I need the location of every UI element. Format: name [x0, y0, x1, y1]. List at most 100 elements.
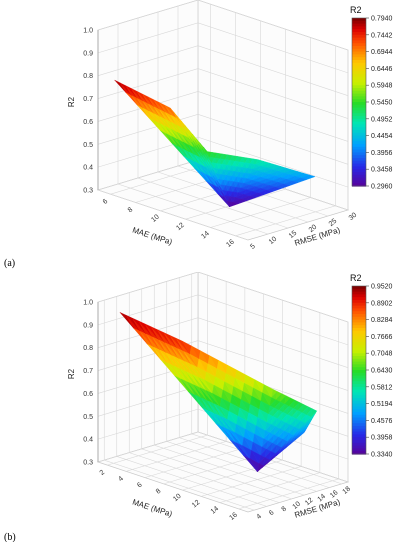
panel-label: (a)	[4, 258, 15, 269]
z-gridline	[97, 340, 349, 391]
colorbar-band	[352, 428, 366, 433]
surface-facet	[229, 201, 239, 208]
y-gridline	[116, 296, 267, 507]
colorbar-band	[352, 423, 366, 427]
z-tick-label: 0.9	[83, 50, 93, 57]
y-gridline	[191, 273, 342, 485]
panel-label: (b)	[4, 532, 16, 542]
colorbar-band	[352, 440, 366, 444]
x-tick-label: 2	[99, 469, 107, 477]
z-gridline	[97, 0, 349, 51]
colorbar: R2 0.9520 0.8902 0.8284 0.7666 0.7048 0.6430 0.…	[350, 273, 393, 459]
colorbar-band	[352, 291, 366, 295]
colorbar-band	[352, 160, 366, 165]
colorbar-band	[352, 146, 366, 151]
y-gridline	[128, 292, 280, 503]
colorbar-band	[352, 451, 366, 455]
chart-panel-a: 0.3 0.4 0.5 0.6 0.7 0.8 0.9 1.0 6 8 10 12 14 16 5 10 15 2…	[0, 0, 402, 270]
colorbar-band	[352, 420, 366, 424]
colorbar-band	[352, 37, 366, 41]
z-tick-label: 0.8	[83, 345, 93, 352]
colorbar-tick-label: 0.3340	[371, 452, 393, 459]
x-tick-label: 16	[225, 238, 236, 248]
colorbar-tick-label: 0.5194	[371, 401, 393, 408]
surface-facet	[280, 445, 287, 453]
z-tick-label: 0.7	[83, 368, 93, 375]
colorbar-band	[352, 381, 366, 385]
colorbar-band	[352, 57, 366, 61]
colorbar-band	[352, 43, 366, 47]
colorbar-band	[352, 149, 366, 153]
colorbar-band	[352, 350, 366, 354]
z-gridline	[97, 431, 349, 483]
y-gridline	[137, 18, 289, 229]
colorbar-band	[352, 414, 366, 419]
y-tick-label: 4	[256, 513, 264, 521]
colorbar-band	[352, 339, 366, 343]
z-tick-label: 0.3	[83, 188, 93, 195]
colorbar-band	[352, 297, 366, 301]
x-tick-label: 6	[102, 198, 110, 206]
z-tick-label: 0.4	[83, 165, 93, 172]
z-axis-title: R2	[67, 96, 76, 107]
y-gridline	[177, 6, 329, 217]
colorbar-band	[352, 29, 366, 33]
z-gridline	[97, 317, 349, 368]
colorbar-title: R2	[350, 273, 362, 283]
z-tick-label: 0.7	[83, 96, 93, 103]
z-gridline	[97, 272, 349, 323]
colorbar-band	[352, 322, 366, 326]
colorbar-band	[352, 336, 366, 340]
colorbar-band	[352, 82, 366, 86]
surface-facet	[271, 186, 282, 193]
x-gridline	[107, 275, 208, 466]
x-tick-label: 10	[172, 493, 183, 503]
z-tick-label: 1.0	[83, 28, 93, 35]
z-tick-label: 0.4	[83, 437, 93, 444]
colorbar-band	[352, 135, 366, 139]
colorbar-band	[352, 403, 366, 407]
z-gridline	[97, 294, 349, 346]
colorbar-tick-label: 0.3458	[371, 167, 393, 174]
z-tick-label: 0.6	[83, 391, 93, 398]
colorbar-band	[352, 124, 366, 128]
colorbar-title: R2	[350, 5, 362, 15]
colorbar-band	[352, 370, 366, 374]
x-gridline	[219, 312, 321, 503]
colorbar-band	[352, 347, 366, 351]
surface-chart-a: 0.3 0.4 0.5 0.6 0.7 0.8 0.9 1.0 6 8 10 12 14 16 5 10 15 2…	[4, 0, 393, 269]
y-tick-label: 15	[288, 230, 299, 240]
colorbar-band	[352, 107, 366, 111]
colorbar-band	[352, 426, 366, 430]
x-gridline	[238, 318, 339, 510]
colorbar-tick-label: 0.5812	[371, 384, 393, 391]
colorbar-band	[352, 113, 366, 117]
colorbar-tick-label: 0.3956	[371, 150, 393, 157]
x-axis-title: MAE (MPa)	[131, 225, 173, 246]
colorbar-band	[352, 412, 366, 416]
colorbar-band	[352, 448, 366, 452]
surface-facet	[237, 198, 248, 205]
surface-facet	[297, 177, 308, 184]
colorbar-band	[352, 163, 366, 167]
colorbar-tick-label: 0.2960	[371, 184, 393, 191]
x-tick-label: 16	[228, 511, 239, 521]
colorbar-band	[352, 378, 366, 382]
colorbar-tick-label: 0.8284	[371, 317, 393, 324]
colorbar-band	[352, 71, 366, 75]
colorbar-band	[352, 32, 366, 36]
colorbar-tick-label: 0.7442	[371, 32, 393, 39]
wall-1	[97, 0, 199, 191]
colorbar-band	[352, 40, 366, 44]
colorbar-tick-label: 0.3958	[371, 435, 393, 442]
colorbar-band	[352, 118, 366, 123]
colorbar-tick-label: 0.4576	[371, 418, 393, 425]
colorbar-band	[352, 48, 366, 53]
surface-facet	[290, 438, 297, 445]
colorbar-tick-label: 0.6446	[371, 66, 393, 73]
colorbar-band	[352, 34, 366, 39]
x-tick-label: 10	[150, 213, 161, 223]
colorbar-band	[352, 74, 366, 78]
colorbar-tick-label: 0.4454	[371, 133, 393, 140]
